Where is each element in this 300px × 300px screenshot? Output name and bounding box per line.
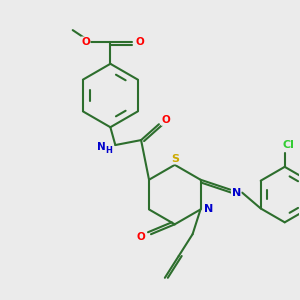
- Text: N: N: [232, 188, 241, 198]
- Text: H: H: [105, 146, 112, 155]
- Text: Cl: Cl: [283, 140, 295, 150]
- Text: O: O: [136, 37, 145, 47]
- Text: N: N: [97, 142, 106, 152]
- Text: O: O: [137, 232, 146, 242]
- Text: N: N: [204, 204, 213, 214]
- Text: O: O: [161, 115, 170, 125]
- Text: S: S: [171, 154, 179, 164]
- Text: O: O: [81, 37, 90, 47]
